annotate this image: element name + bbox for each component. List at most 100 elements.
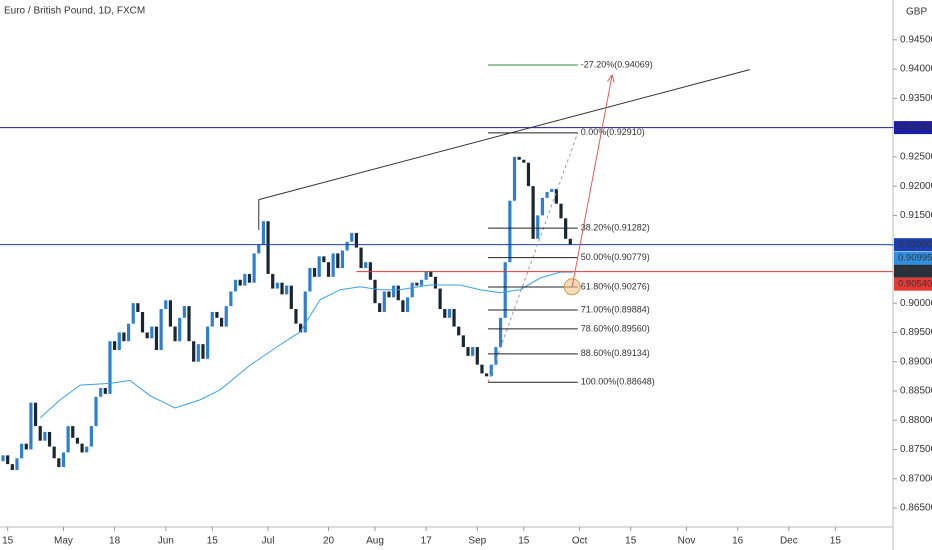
candle-body — [461, 335, 465, 348]
candle-body — [99, 388, 103, 397]
x-tick-label: 15 — [625, 536, 637, 547]
candle-body — [89, 426, 93, 447]
candle-body — [261, 221, 266, 245]
candle-body — [545, 191, 549, 198]
x-tick-label: Oct — [572, 536, 588, 547]
x-tick-label: Dec — [780, 536, 798, 547]
candle-body — [326, 262, 331, 277]
x-tick-label: Jul — [262, 536, 275, 547]
candle-body — [150, 326, 154, 339]
candle-body — [517, 156, 521, 160]
candle-body — [47, 431, 52, 447]
candle-body — [457, 326, 461, 336]
candle-body — [252, 253, 256, 283]
candle-body — [108, 341, 112, 394]
x-tick-label: 15 — [2, 536, 14, 547]
countdown-badge: 08:10:47 — [898, 266, 932, 277]
candle-body — [498, 317, 503, 348]
candle-body — [210, 311, 214, 327]
candle-body — [71, 426, 75, 438]
candle-body — [489, 364, 493, 377]
candle-body — [38, 426, 42, 441]
candle-body — [196, 344, 200, 362]
candle-body — [20, 443, 24, 459]
candle-body — [294, 309, 298, 324]
candle-body — [531, 186, 535, 239]
candle-body — [568, 238, 572, 245]
candle-body — [452, 309, 456, 327]
candle-body — [94, 396, 98, 427]
candle-body — [559, 203, 563, 219]
price-badge-bg — [894, 238, 932, 252]
price-badge: 0.93000 — [898, 122, 932, 133]
candle-body — [480, 364, 484, 374]
candle-body — [85, 446, 89, 453]
x-tick-label: 16 — [732, 536, 744, 547]
candle-body — [424, 270, 428, 280]
arrow-line — [571, 74, 613, 287]
candle-body — [443, 309, 447, 318]
candle-body — [554, 189, 558, 204]
candle-body — [540, 197, 545, 216]
fib-label: 100.00%(0.88648) — [581, 377, 655, 387]
candle-body — [364, 262, 368, 269]
candle-body — [168, 300, 173, 327]
candle-body — [145, 332, 149, 339]
candle-body — [401, 300, 405, 312]
candle-body — [280, 282, 284, 295]
x-tick-label: May — [54, 536, 73, 547]
y-tick-label: 0.94500 — [900, 34, 932, 45]
candle-body — [438, 288, 442, 310]
candle-body — [61, 452, 66, 468]
x-tick-label: 17 — [421, 536, 433, 547]
candle-body — [345, 241, 349, 251]
candle-body — [131, 303, 135, 324]
candle-body — [359, 247, 363, 269]
candle-body — [485, 373, 489, 377]
candle-body — [10, 464, 14, 470]
candle-body — [136, 303, 140, 312]
candle-body — [331, 253, 335, 277]
candle-body — [117, 332, 121, 350]
candle-body — [75, 437, 80, 444]
candle-body — [466, 347, 470, 356]
candle-body — [289, 285, 293, 310]
candle-body — [33, 402, 38, 427]
candle-body — [303, 291, 307, 333]
candle-body — [536, 215, 540, 239]
candle-body — [192, 341, 196, 362]
fib-label: 61.80%(0.90276) — [581, 281, 650, 291]
candle-body — [52, 446, 56, 459]
price-badge: 0.91000 — [898, 239, 932, 250]
candle-body — [229, 291, 233, 307]
fib-label: 38.20%(0.91282) — [581, 223, 650, 233]
currency: GBP — [906, 7, 927, 18]
candle-body — [373, 279, 377, 304]
candle-body — [178, 317, 182, 342]
candle-body — [126, 323, 131, 342]
candle-body — [512, 156, 517, 201]
candle-body — [154, 326, 159, 350]
candle-body — [257, 244, 261, 254]
candle-body — [340, 250, 345, 269]
candle-body — [405, 297, 410, 312]
candle-body — [66, 426, 70, 453]
candle-body — [233, 279, 238, 292]
candle-body — [336, 253, 340, 269]
candle-body — [368, 262, 372, 280]
candle-body — [15, 458, 19, 470]
arrow-head — [607, 73, 615, 83]
candle-body — [354, 232, 359, 248]
candle-body — [378, 303, 382, 312]
countdown-badge-bg — [894, 264, 932, 278]
